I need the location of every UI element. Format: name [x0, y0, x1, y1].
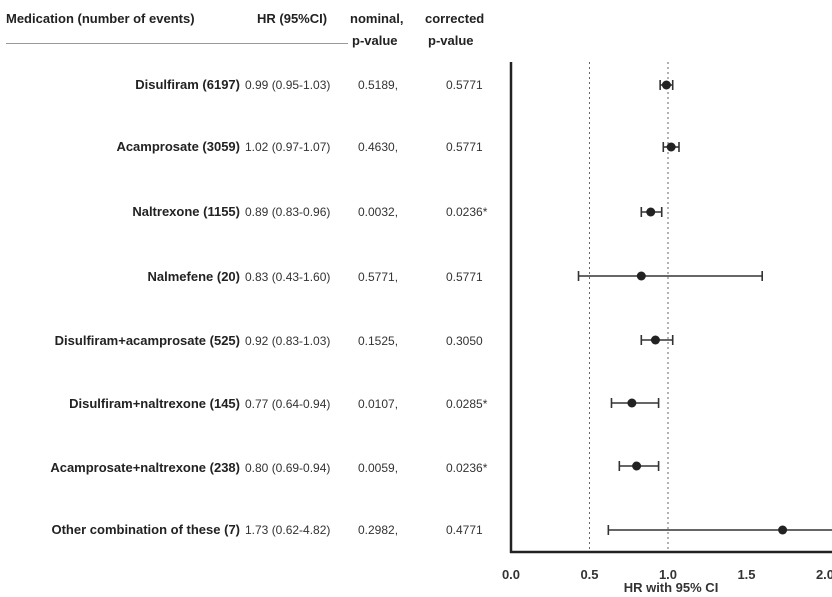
- row-label: Naltrexone (1155): [132, 204, 240, 219]
- row-p-corrected: 0.0285*: [446, 397, 488, 411]
- row-p-nominal: 0.5189,: [358, 78, 399, 92]
- row-hr-ci: 1.73 (0.62-4.82): [245, 523, 331, 537]
- hr-point: [650, 335, 660, 345]
- row-p-nominal: 0.0107,: [358, 397, 399, 411]
- x-tick-label: 1.5: [737, 567, 755, 582]
- row-hr-ci: 0.77 (0.64-0.94): [245, 397, 331, 411]
- row-p-nominal: 0.5771,: [358, 270, 399, 284]
- header-hr: HR (95%CI): [257, 11, 328, 26]
- x-tick-label: 2.0: [816, 567, 832, 582]
- table-row: Disulfiram+naltrexone (145) 0.77 (0.64-0…: [0, 396, 832, 416]
- row-label: Acamprosate (3059): [116, 139, 240, 154]
- row-label: Disulfiram+naltrexone (145): [69, 396, 240, 411]
- row-hr-ci: 0.99 (0.95-1.03): [245, 78, 331, 92]
- row-label: Disulfiram (6197): [135, 77, 240, 92]
- x-tick-label: 0.5: [580, 567, 598, 582]
- row-p-corrected: 0.0236*: [446, 461, 488, 475]
- row-p-corrected: 0.5771: [446, 78, 483, 92]
- forest-marks: [577, 80, 832, 535]
- table-row: Naltrexone (1155) 0.89 (0.83-0.96) 0.003…: [0, 204, 832, 224]
- row-label: Nalmefene (20): [147, 269, 240, 284]
- row-p-corrected: 0.3050: [446, 334, 483, 348]
- row-hr-ci: 0.92 (0.83-1.03): [245, 334, 331, 348]
- row-hr-ci: 1.02 (0.97-1.07): [245, 140, 331, 154]
- row-p-corrected: 0.5771: [446, 270, 483, 284]
- row-p-nominal: 0.2982,: [358, 523, 399, 537]
- header-corrected-line2: p-value: [428, 33, 474, 48]
- hr-point: [661, 80, 671, 90]
- table-row: Nalmefene (20) 0.83 (0.43-1.60) 0.5771, …: [0, 269, 832, 289]
- hr-point: [778, 525, 788, 535]
- row-hr-ci: 0.89 (0.83-0.96): [245, 205, 331, 219]
- hr-point: [627, 398, 637, 408]
- reference-lines: [589, 62, 669, 552]
- row-label: Other combination of these (7): [51, 522, 240, 537]
- row-p-corrected: 0.4771: [446, 523, 483, 537]
- row-p-corrected: 0.0236*: [446, 205, 488, 219]
- x-tick-label: 1.0: [659, 567, 677, 582]
- header-nominal-line2: p-value: [352, 33, 398, 48]
- table-row: Acamprosate (3059) 1.02 (0.97-1.07) 0.46…: [0, 139, 832, 159]
- table-row: Disulfiram (6197) 0.99 (0.95-1.03) 0.518…: [0, 77, 832, 97]
- hr-point: [636, 271, 646, 281]
- row-p-corrected: 0.5771: [446, 140, 483, 154]
- row-hr-ci: 0.83 (0.43-1.60): [245, 270, 331, 284]
- header-corrected-line1: corrected: [425, 11, 485, 26]
- x-tick-label: 0.0: [502, 567, 520, 582]
- hr-point: [666, 142, 676, 152]
- table-row: Acamprosate+naltrexone (238) 0.80 (0.69-…: [0, 460, 832, 480]
- table-row: Other combination of these (7) 1.73 (0.6…: [0, 522, 832, 542]
- header-medication: Medication (number of events): [6, 11, 195, 26]
- row-hr-ci: 0.80 (0.69-0.94): [245, 461, 331, 475]
- row-label: Disulfiram+acamprosate (525): [54, 333, 240, 348]
- row-label: Acamprosate+naltrexone (238): [50, 460, 240, 475]
- row-p-nominal: 0.0059,: [358, 461, 399, 475]
- header-nominal-line1: nominal,: [350, 11, 404, 26]
- hr-point: [632, 461, 642, 471]
- row-p-nominal: 0.1525,: [358, 334, 399, 348]
- hr-point: [646, 207, 656, 217]
- plot-axes: [509, 62, 832, 554]
- row-p-nominal: 0.0032,: [358, 205, 399, 219]
- row-p-nominal: 0.4630,: [358, 140, 399, 154]
- header-divider: [6, 43, 348, 44]
- x-tick-labels: 0.0 0.5 1.0 1.5 2.0: [502, 567, 832, 582]
- table-row: Disulfiram+acamprosate (525) 0.92 (0.83-…: [0, 333, 832, 353]
- x-axis-label: HR with 95% CI: [624, 580, 719, 595]
